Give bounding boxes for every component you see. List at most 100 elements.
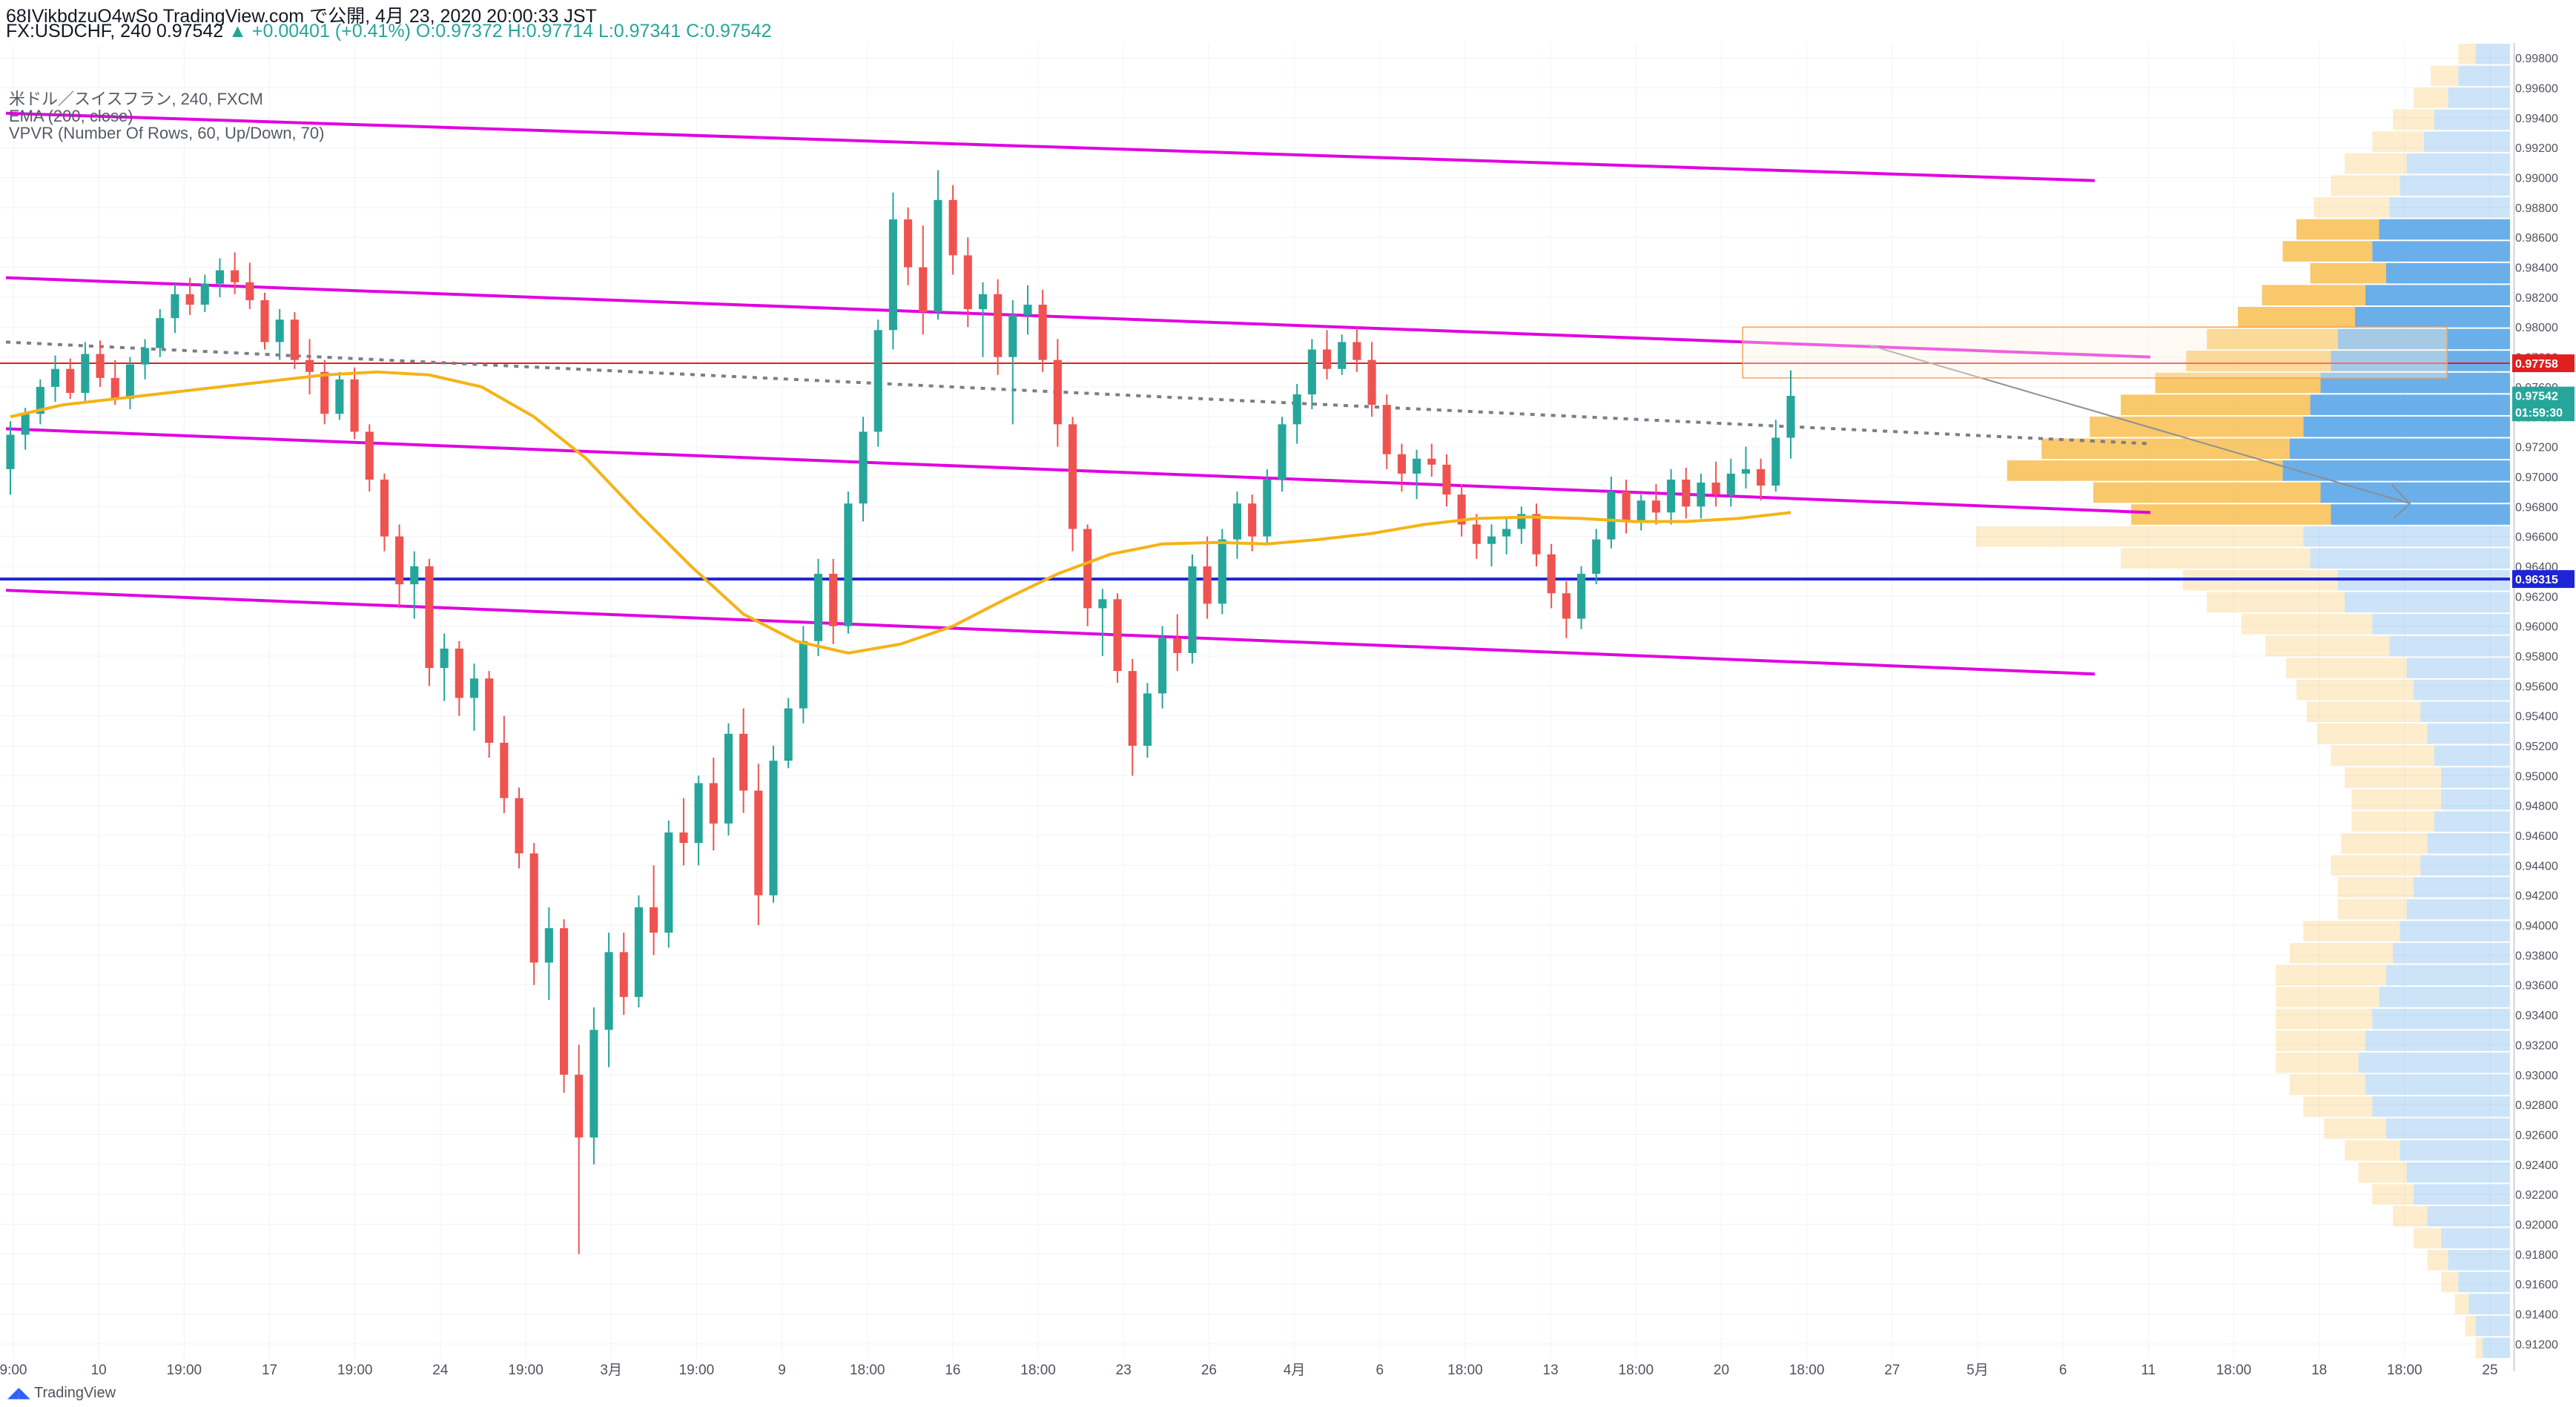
candle-body <box>290 320 299 360</box>
vpvr-down-bar <box>2155 372 2321 394</box>
vpvr-up-bar <box>2468 1294 2510 1314</box>
vpvr-up-bar <box>2475 1315 2510 1337</box>
vpvr-up-bar <box>2413 679 2510 701</box>
vpvr-up-bar <box>2365 1074 2510 1095</box>
candle-body <box>1098 599 1107 609</box>
candle-body <box>1278 424 1287 480</box>
vpvr-up-bar <box>2393 942 2510 964</box>
price-axis-badge <box>2512 403 2575 422</box>
candle-body <box>1173 638 1182 653</box>
vpvr-down-bar <box>2121 394 2311 415</box>
time-tick-label: 26 <box>1201 1363 1217 1377</box>
time-tick-label: 16 <box>945 1363 960 1377</box>
legend-vpvr[interactable]: VPVR (Number Of Rows, 60, Up/Down, 70) <box>9 124 325 142</box>
time-tick-label: 13 <box>1543 1363 1559 1377</box>
price-tick-label: 0.92400 <box>2515 1159 2558 1172</box>
candle-body <box>1517 514 1526 529</box>
open-value: O:0.97372 <box>415 21 503 42</box>
vpvr-down-bar <box>2303 921 2400 941</box>
chart-plot-area[interactable]: 0.99800 0.99600 0.99400 0.99200 0.99000 0.988… <box>0 43 2575 1377</box>
price-tick-label: 0.99400 <box>2515 113 2558 125</box>
price-tick-label: 0.94200 <box>2515 890 2558 903</box>
channel-line <box>5 111 2096 182</box>
time-tick-label: 18:00 <box>850 1363 885 1377</box>
vpvr-up-bar <box>2427 724 2510 744</box>
candle-body <box>320 371 329 414</box>
source-site[interactable]: TradingView.com <box>162 6 305 27</box>
candle-body <box>440 648 449 669</box>
candle-body <box>709 783 718 824</box>
price-tick-label: 0.93400 <box>2515 1010 2558 1022</box>
price-tick-label: 0.99200 <box>2515 142 2558 155</box>
time-tick-label: 19:00 <box>167 1363 202 1377</box>
vpvr-up-bar <box>2310 548 2510 569</box>
vpvr-down-bar <box>2331 745 2434 767</box>
price-tick-label: 0.94400 <box>2515 860 2558 873</box>
vpvr-down-bar <box>2427 1250 2448 1271</box>
vpvr-down-bar <box>2303 1096 2373 1117</box>
vpvr-down-bar <box>2337 898 2407 920</box>
vpvr-up-bar <box>2413 877 2510 898</box>
low-value: L:0.97341 <box>598 21 681 42</box>
candle-body <box>1757 469 1766 486</box>
time-tick-label: 17 <box>262 1363 277 1377</box>
time-tick-label: 3月 <box>600 1363 622 1377</box>
tradingview-logo[interactable]: ◢◣ TradingView <box>7 1383 116 1402</box>
chart-canvas[interactable]: 0.99800 0.99600 0.99400 0.99200 0.99000 0.988… <box>0 43 2576 1377</box>
candle-body <box>694 783 703 844</box>
published-time: 4月 23, 2020 20:00:33 JST <box>374 6 597 27</box>
price-tick-label: 0.92600 <box>2515 1129 2558 1142</box>
legend-ema[interactable]: EMA (200, close) <box>9 107 133 125</box>
candle-body <box>1711 483 1720 495</box>
vpvr-down-bar <box>2276 964 2386 986</box>
vpvr-down-bar <box>2458 44 2476 64</box>
candle-body <box>245 282 254 300</box>
candle-body <box>365 431 374 480</box>
candle-body <box>1263 479 1272 537</box>
price-tick-label: 0.95000 <box>2515 770 2558 783</box>
vpvr-up-bar <box>2385 964 2510 986</box>
vpvr-up-bar <box>2406 1162 2510 1183</box>
price-axis-badge-text: 0.97542 <box>2515 391 2558 403</box>
projection-arrow <box>1868 344 2411 505</box>
candle-body <box>156 318 165 348</box>
price-tick-label: 0.91800 <box>2515 1249 2558 1262</box>
time-tick-label: 18:00 <box>1020 1363 1056 1377</box>
vpvr-down-bar <box>2341 833 2428 854</box>
candle-body <box>1218 539 1226 604</box>
time-tick-label: 5月 <box>1966 1363 1989 1377</box>
candle-body <box>1442 464 1451 495</box>
candle-body <box>1697 483 1705 507</box>
indicator-legend: 米ドル／スイスフラン, 240, FXCM EMA (200, close) V… <box>9 90 324 142</box>
price-tick-label: 0.96000 <box>2515 621 2558 634</box>
vpvr-up-bar <box>2358 1052 2510 1073</box>
candle-body <box>934 199 942 313</box>
price-tick-label: 0.97000 <box>2515 471 2558 484</box>
price-axis-badge <box>2512 570 2575 589</box>
candle-body <box>81 354 90 393</box>
vpvr-down-bar <box>2358 1162 2407 1183</box>
vpvr-down-bar <box>2345 767 2442 788</box>
price-tick-label: 0.92200 <box>2515 1189 2558 1202</box>
close-value: C:0.97542 <box>686 21 772 42</box>
vpvr-down-bar <box>2276 987 2380 1007</box>
vpvr-up-bar <box>2379 987 2510 1007</box>
candle-body <box>1397 454 1406 474</box>
vpvr-up-bar <box>2389 197 2510 218</box>
vpvr-up-bar <box>2331 504 2510 525</box>
candle-body <box>425 566 434 669</box>
candle-body <box>784 708 793 761</box>
legend-symbol[interactable]: 米ドル／スイスフラン, 240, FXCM <box>9 90 263 108</box>
candle-body <box>1487 536 1496 544</box>
candle-body <box>679 832 688 844</box>
price-tick-label: 0.92800 <box>2515 1099 2558 1112</box>
vpvr-down-bar <box>2286 658 2407 678</box>
candle-body <box>485 678 494 743</box>
publish-info: 68IVikbdzuO4wSo TradingView.com で公開, 4月 … <box>6 6 597 27</box>
candle-body <box>1353 342 1361 360</box>
candle-body <box>724 733 733 824</box>
candle-body <box>350 379 359 432</box>
candle-body <box>904 219 913 268</box>
publisher-name[interactable]: 68IVikbdzuO4wSo <box>6 6 159 27</box>
candle-body <box>1382 405 1391 454</box>
